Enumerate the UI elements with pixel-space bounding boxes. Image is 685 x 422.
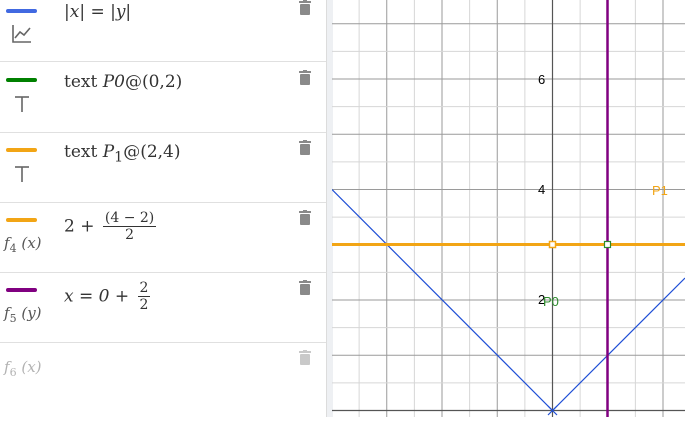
intersection-point[interactable]	[548, 240, 557, 249]
expression-prefix: text	[64, 142, 103, 162]
function-arg: (y)	[21, 304, 42, 322]
text-icon	[15, 96, 29, 112]
expression[interactable]: text P0@(0,2)	[64, 72, 182, 92]
fraction: (4 − 2) 2	[102, 210, 157, 243]
panel-divider[interactable]	[326, 0, 333, 417]
color-marker[interactable]	[6, 9, 37, 13]
function-name: f	[4, 234, 10, 252]
y-tick-label: 2	[538, 292, 545, 307]
function-label: f6 (x)	[4, 358, 42, 379]
color-marker[interactable]	[6, 148, 37, 152]
delete-icon[interactable]	[298, 210, 312, 226]
function-arg: (x)	[21, 358, 42, 376]
color-marker[interactable]	[6, 78, 37, 82]
algebra-row[interactable]: f4 (x) 2 + (4 − 2) 2	[0, 202, 326, 273]
origin-marker	[547, 405, 558, 416]
expression-prefix: text	[64, 72, 103, 92]
delete-icon[interactable]	[298, 280, 312, 296]
text-icon	[15, 166, 29, 182]
grid	[332, 0, 685, 417]
color-marker[interactable]	[6, 288, 37, 292]
expression-suffix: @(0,2)	[124, 72, 183, 92]
expression-text: |x| = |y|	[64, 2, 132, 22]
point-label-p0[interactable]: P0	[543, 294, 559, 309]
function-name: f	[4, 358, 10, 376]
function-name: f	[4, 304, 10, 322]
algebra-row[interactable]: text P0@(0,2)	[0, 62, 326, 133]
expression[interactable]: 2 + (4 − 2) 2	[64, 210, 157, 243]
y-tick-label: 6	[538, 72, 545, 87]
algebra-row[interactable]: f6 (x)	[0, 342, 326, 380]
fraction-numerator: (4 − 2)	[102, 210, 157, 227]
expression[interactable]: |x| = |y|	[64, 2, 131, 22]
function-label: f4 (x)	[4, 234, 42, 255]
y-tick-label: 4	[538, 182, 545, 197]
expression-prefix: x = 0 +	[64, 286, 135, 307]
graph-icon	[12, 25, 31, 43]
function-subscript: 5	[9, 312, 17, 325]
expression-prefix: 2 +	[64, 216, 100, 237]
delete-icon[interactable]	[298, 0, 312, 16]
point-label-p1[interactable]: P1	[652, 183, 668, 198]
fraction-denominator: 2	[125, 227, 135, 243]
expression-var: P	[102, 142, 115, 162]
fraction-denominator: 2	[139, 297, 149, 313]
function-subscript: 6	[9, 366, 17, 379]
function-arg: (x)	[21, 234, 42, 252]
expression-var: P0	[102, 72, 125, 92]
graphics-canvas[interactable]: 6 4 2 P0 P1	[331, 0, 685, 417]
delete-icon[interactable]	[298, 140, 312, 156]
fraction-numerator: 2	[137, 280, 151, 297]
algebra-view: |x| = |y| text P0@(0,2) text	[0, 0, 326, 417]
delete-icon[interactable]	[298, 70, 312, 86]
function-subscript: 4	[9, 242, 17, 255]
algebra-row[interactable]: |x| = |y|	[0, 0, 326, 62]
delete-icon[interactable]	[298, 350, 312, 366]
function-label: f5 (y)	[4, 304, 42, 325]
expression-suffix: @(2,4)	[123, 142, 181, 162]
intersection-point[interactable]	[603, 240, 612, 249]
expression[interactable]: text P1@(2,4)	[64, 142, 181, 165]
expression-sub: 1	[114, 149, 124, 166]
graphics-view[interactable]: 6 4 2 P0 P1	[331, 0, 685, 417]
algebra-row[interactable]: text P1@(2,4)	[0, 132, 326, 203]
color-marker[interactable]	[6, 218, 37, 222]
